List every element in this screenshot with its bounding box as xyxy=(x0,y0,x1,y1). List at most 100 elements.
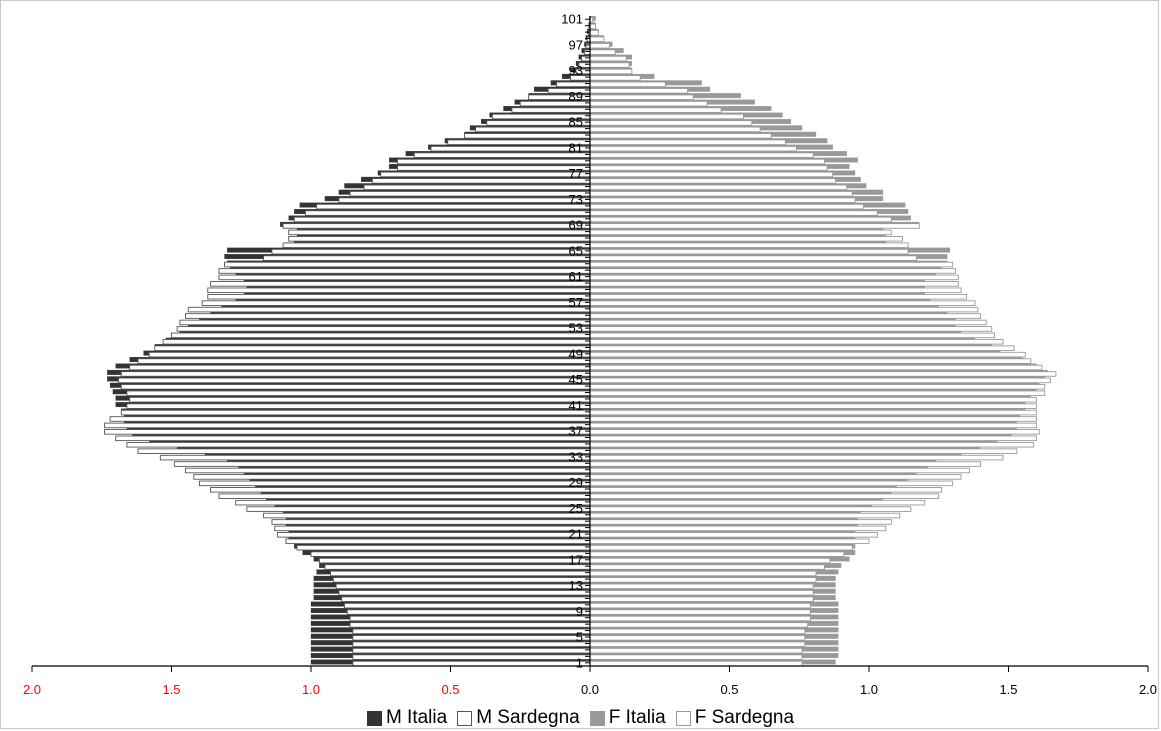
bar-m-sardegna-age-22 xyxy=(274,525,591,532)
bar-f-sardegna-age-5 xyxy=(589,635,806,641)
bar-f-sardegna-age-38 xyxy=(589,422,1037,429)
bar-f-sardegna-age-57 xyxy=(589,300,976,306)
y-tick-label-73: 73 xyxy=(569,192,583,207)
bar-f-sardegna-age-26 xyxy=(589,499,926,506)
x-tick-label-left-0-5: 0.5 xyxy=(441,682,459,697)
bar-f-sardegna-age-52 xyxy=(589,332,995,339)
y-tick-label-29: 29 xyxy=(569,475,583,490)
y-tick-label-69: 69 xyxy=(569,218,583,233)
x-tick-label-right-1-5: 1.5 xyxy=(999,682,1017,697)
bar-f-sardegna-age-9 xyxy=(589,609,811,615)
bar-f-sardegna-age-94 xyxy=(589,62,630,68)
bar-m-sardegna-age-43 xyxy=(126,390,591,397)
bar-f-sardegna-age-78 xyxy=(589,165,828,171)
bar-m-sardegna-age-83 xyxy=(464,133,591,139)
bar-f-sardegna-age-96 xyxy=(589,49,616,55)
y-tick-label-53: 53 xyxy=(569,321,583,336)
bar-m-sardegna-age-33 xyxy=(159,454,591,461)
y-tick-label-93: 93 xyxy=(569,63,583,78)
legend-label-m-italia: M Italia xyxy=(385,707,448,728)
y-tick-label-61: 61 xyxy=(569,269,583,284)
bar-m-sardegna-age-35 xyxy=(126,441,591,448)
bar-f-sardegna-age-10 xyxy=(589,602,811,609)
y-tick-label-17: 17 xyxy=(569,552,583,567)
y-tick-label-57: 57 xyxy=(569,295,583,310)
bar-f-sardegna-age-56 xyxy=(589,306,979,313)
bar-f-sardegna-age-69 xyxy=(589,223,920,229)
y-tick-label-9: 9 xyxy=(576,604,583,619)
bar-m-sardegna-age-44 xyxy=(120,384,591,390)
bar-m-sardegna-age-19 xyxy=(296,544,591,551)
bars-layer xyxy=(104,15,1057,667)
x-tick-label-right-0-5: 0.5 xyxy=(720,682,738,697)
bar-m-sardegna-age-50 xyxy=(154,345,591,351)
legend-swatch-m-sardegna xyxy=(457,710,473,726)
bar-m-sardegna-age-7 xyxy=(349,622,591,628)
bar-f-sardegna-age-29 xyxy=(589,480,954,487)
bar-f-sardegna-age-25 xyxy=(589,506,912,512)
bar-m-sardegna-age-47 xyxy=(129,364,591,371)
bar-m-sardegna-age-26 xyxy=(235,499,591,506)
bar-m-sardegna-age-91 xyxy=(556,81,591,88)
bar-f-sardegna-age-13 xyxy=(589,583,814,590)
bar-f-sardegna-age-98 xyxy=(589,36,605,43)
bar-m-sardegna-age-71 xyxy=(304,210,591,216)
series-m-sardegna xyxy=(104,17,591,667)
bar-m-sardegna-age-8 xyxy=(349,615,591,622)
bar-f-sardegna-age-11 xyxy=(589,596,814,602)
legend-item-f-italia: F Italia xyxy=(589,707,666,729)
bar-f-sardegna-age-64 xyxy=(589,255,917,261)
bar-f-sardegna-age-59 xyxy=(589,287,962,294)
bar-f-sardegna-age-4 xyxy=(589,641,806,648)
bar-f-sardegna-age-14 xyxy=(589,577,817,583)
bar-m-sardegna-age-95 xyxy=(581,55,591,62)
bar-m-sardegna-age-87 xyxy=(511,107,591,113)
bar-f-sardegna-age-19 xyxy=(589,544,853,551)
bar-m-sardegna-age-53 xyxy=(176,326,591,332)
bar-m-sardegna-age-23 xyxy=(271,519,591,525)
bar-m-sardegna-age-4 xyxy=(352,641,591,648)
bar-m-sardegna-age-12 xyxy=(338,590,591,596)
bar-m-sardegna-age-21 xyxy=(277,532,591,538)
y-tick-label-5: 5 xyxy=(576,630,583,645)
bar-f-sardegna-age-54 xyxy=(589,319,987,326)
legend: M Italia M Sardegna F Italia F Sardegna xyxy=(0,706,1161,730)
bar-f-sardegna-age-82 xyxy=(589,139,786,146)
bar-m-sardegna-age-42 xyxy=(129,396,591,403)
bar-m-sardegna-age-78 xyxy=(397,165,591,171)
y-tick-label-37: 37 xyxy=(569,424,583,439)
legend-label-m-sardegna: M Sardegna xyxy=(476,707,580,728)
series-f-sardegna xyxy=(589,17,1057,667)
bar-f-sardegna-age-70 xyxy=(589,216,892,223)
bar-f-sardegna-age-21 xyxy=(589,532,878,538)
bar-m-sardegna-age-1 xyxy=(352,660,591,667)
x-tick-label-right-2-0: 2.0 xyxy=(1139,682,1157,697)
bar-f-sardegna-age-60 xyxy=(589,281,959,287)
bar-m-sardegna-age-11 xyxy=(341,596,591,602)
bar-m-sardegna-age-96 xyxy=(583,49,591,55)
bar-m-sardegna-age-32 xyxy=(173,461,591,467)
x-tick-label-left-1-0: 1.0 xyxy=(302,682,320,697)
bar-m-sardegna-age-54 xyxy=(179,319,591,326)
bar-f-sardegna-age-61 xyxy=(589,274,959,281)
bar-f-sardegna-age-37 xyxy=(589,429,1040,435)
bar-m-sardegna-age-39 xyxy=(109,416,591,422)
bar-f-sardegna-age-72 xyxy=(589,203,864,210)
bar-m-sardegna-age-64 xyxy=(263,255,591,261)
axis-layer: 1 5 9 13 17 21 25 29 33 37 41 45 49 53 57 61 65 69 73 77 81 8… xyxy=(23,12,1157,697)
bar-f-sardegna-age-33 xyxy=(589,454,1004,461)
bar-f-sardegna-age-23 xyxy=(589,519,892,525)
bar-m-sardegna-age-66 xyxy=(282,242,591,248)
bar-f-sardegna-age-50 xyxy=(589,345,1015,351)
bar-f-sardegna-age-42 xyxy=(589,396,1037,403)
bar-m-sardegna-age-15 xyxy=(330,570,591,577)
bar-m-sardegna-age-76 xyxy=(371,178,591,184)
bar-m-sardegna-age-69 xyxy=(282,223,591,229)
bar-m-sardegna-age-27 xyxy=(218,493,591,499)
bar-f-sardegna-age-43 xyxy=(589,390,1046,397)
y-tick-label-65: 65 xyxy=(569,243,583,258)
population-pyramid-chart: 1 5 9 13 17 21 25 29 33 37 41 45 49 53 57 61 65 69 73 77 81 8… xyxy=(23,12,1157,697)
bar-m-sardegna-age-81 xyxy=(430,145,591,152)
bar-f-sardegna-age-95 xyxy=(589,55,627,62)
bar-f-sardegna-age-51 xyxy=(589,339,1004,345)
